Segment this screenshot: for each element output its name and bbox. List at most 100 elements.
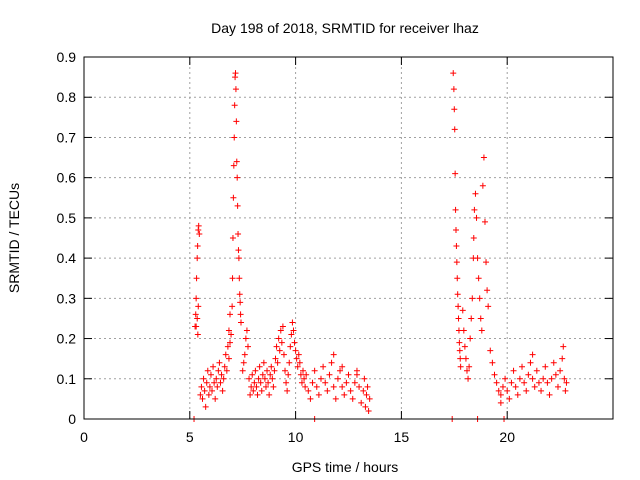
data-point [252, 367, 259, 374]
data-point [468, 315, 475, 322]
data-point [272, 355, 279, 362]
data-point [227, 339, 234, 346]
data-point [463, 367, 470, 374]
data-point [452, 226, 459, 233]
data-point [259, 371, 266, 378]
data-point [550, 359, 557, 366]
data-point [487, 347, 494, 354]
data-point [244, 343, 251, 350]
data-point [466, 363, 473, 370]
data-point [194, 315, 201, 322]
data-point [315, 391, 322, 398]
data-point [256, 363, 263, 370]
data-point [287, 343, 294, 350]
data-point [235, 247, 242, 254]
data-point [460, 327, 467, 334]
data-point [450, 86, 457, 93]
data-point [240, 359, 247, 366]
data-point [457, 355, 464, 362]
data-point [285, 371, 292, 378]
data-point [450, 70, 457, 77]
data-point [194, 331, 201, 338]
plot-frame [83, 56, 614, 420]
data-point [290, 327, 297, 334]
data-point [508, 379, 515, 386]
data-point [241, 351, 248, 358]
data-point [206, 383, 213, 390]
data-point [525, 371, 532, 378]
data-point [334, 375, 341, 382]
data-point [193, 275, 200, 282]
data-point [217, 379, 224, 386]
y-tick-label: 0.3 [57, 290, 77, 306]
data-point [297, 371, 304, 378]
data-points [191, 70, 570, 422]
data-point [365, 407, 372, 414]
data-point [233, 158, 240, 165]
data-point [510, 367, 517, 374]
data-point [238, 319, 245, 326]
x-tick-label: 20 [499, 429, 515, 445]
data-point [453, 259, 460, 266]
data-point [289, 319, 296, 326]
data-point [235, 255, 242, 262]
data-point [455, 303, 462, 310]
data-point [495, 387, 502, 394]
data-point [358, 399, 365, 406]
data-point [330, 351, 337, 358]
data-point [201, 387, 208, 394]
data-point [452, 170, 459, 177]
data-point [204, 367, 211, 374]
data-point [366, 395, 373, 402]
data-point [211, 379, 218, 386]
data-point [363, 391, 370, 398]
data-point [305, 387, 312, 394]
data-point [480, 154, 487, 161]
data-point [459, 307, 466, 314]
data-point [351, 379, 358, 386]
data-point [270, 383, 277, 390]
data-point [332, 395, 339, 402]
data-point [225, 327, 232, 334]
data-point [491, 371, 498, 378]
data-point [237, 299, 244, 306]
data-point [197, 391, 204, 398]
data-point [324, 387, 331, 394]
data-point [493, 379, 500, 386]
data-point [230, 162, 237, 169]
data-point [198, 383, 205, 390]
data-point [540, 375, 547, 382]
data-point [200, 375, 207, 382]
data-point [268, 363, 275, 370]
data-point [345, 371, 352, 378]
x-tick-label: 5 [186, 429, 194, 445]
y-tick-label: 0.2 [57, 331, 77, 347]
data-point [267, 371, 274, 378]
x-tick-label: 15 [394, 429, 410, 445]
data-point [229, 235, 236, 241]
data-point [203, 379, 210, 386]
data-point [229, 303, 236, 310]
data-point [481, 218, 488, 225]
data-point [542, 363, 549, 370]
chart-title: Day 198 of 2018, SRMTID for receiver lha… [211, 20, 479, 36]
data-point [249, 371, 256, 378]
data-point [562, 387, 569, 394]
data-point [227, 311, 234, 318]
y-tick-label: 0.6 [57, 170, 77, 186]
data-point [222, 351, 229, 358]
data-point [326, 371, 333, 378]
data-point [471, 206, 478, 213]
data-point [225, 355, 232, 362]
data-point [303, 371, 310, 378]
data-point [219, 387, 226, 394]
data-point [248, 383, 255, 390]
data-point [221, 363, 228, 370]
data-point [497, 399, 504, 406]
data-point [364, 383, 371, 390]
data-point [469, 295, 476, 302]
y-tick-label: 0.4 [57, 250, 77, 266]
data-point [504, 387, 511, 394]
data-point [554, 383, 561, 390]
data-point [361, 375, 368, 382]
